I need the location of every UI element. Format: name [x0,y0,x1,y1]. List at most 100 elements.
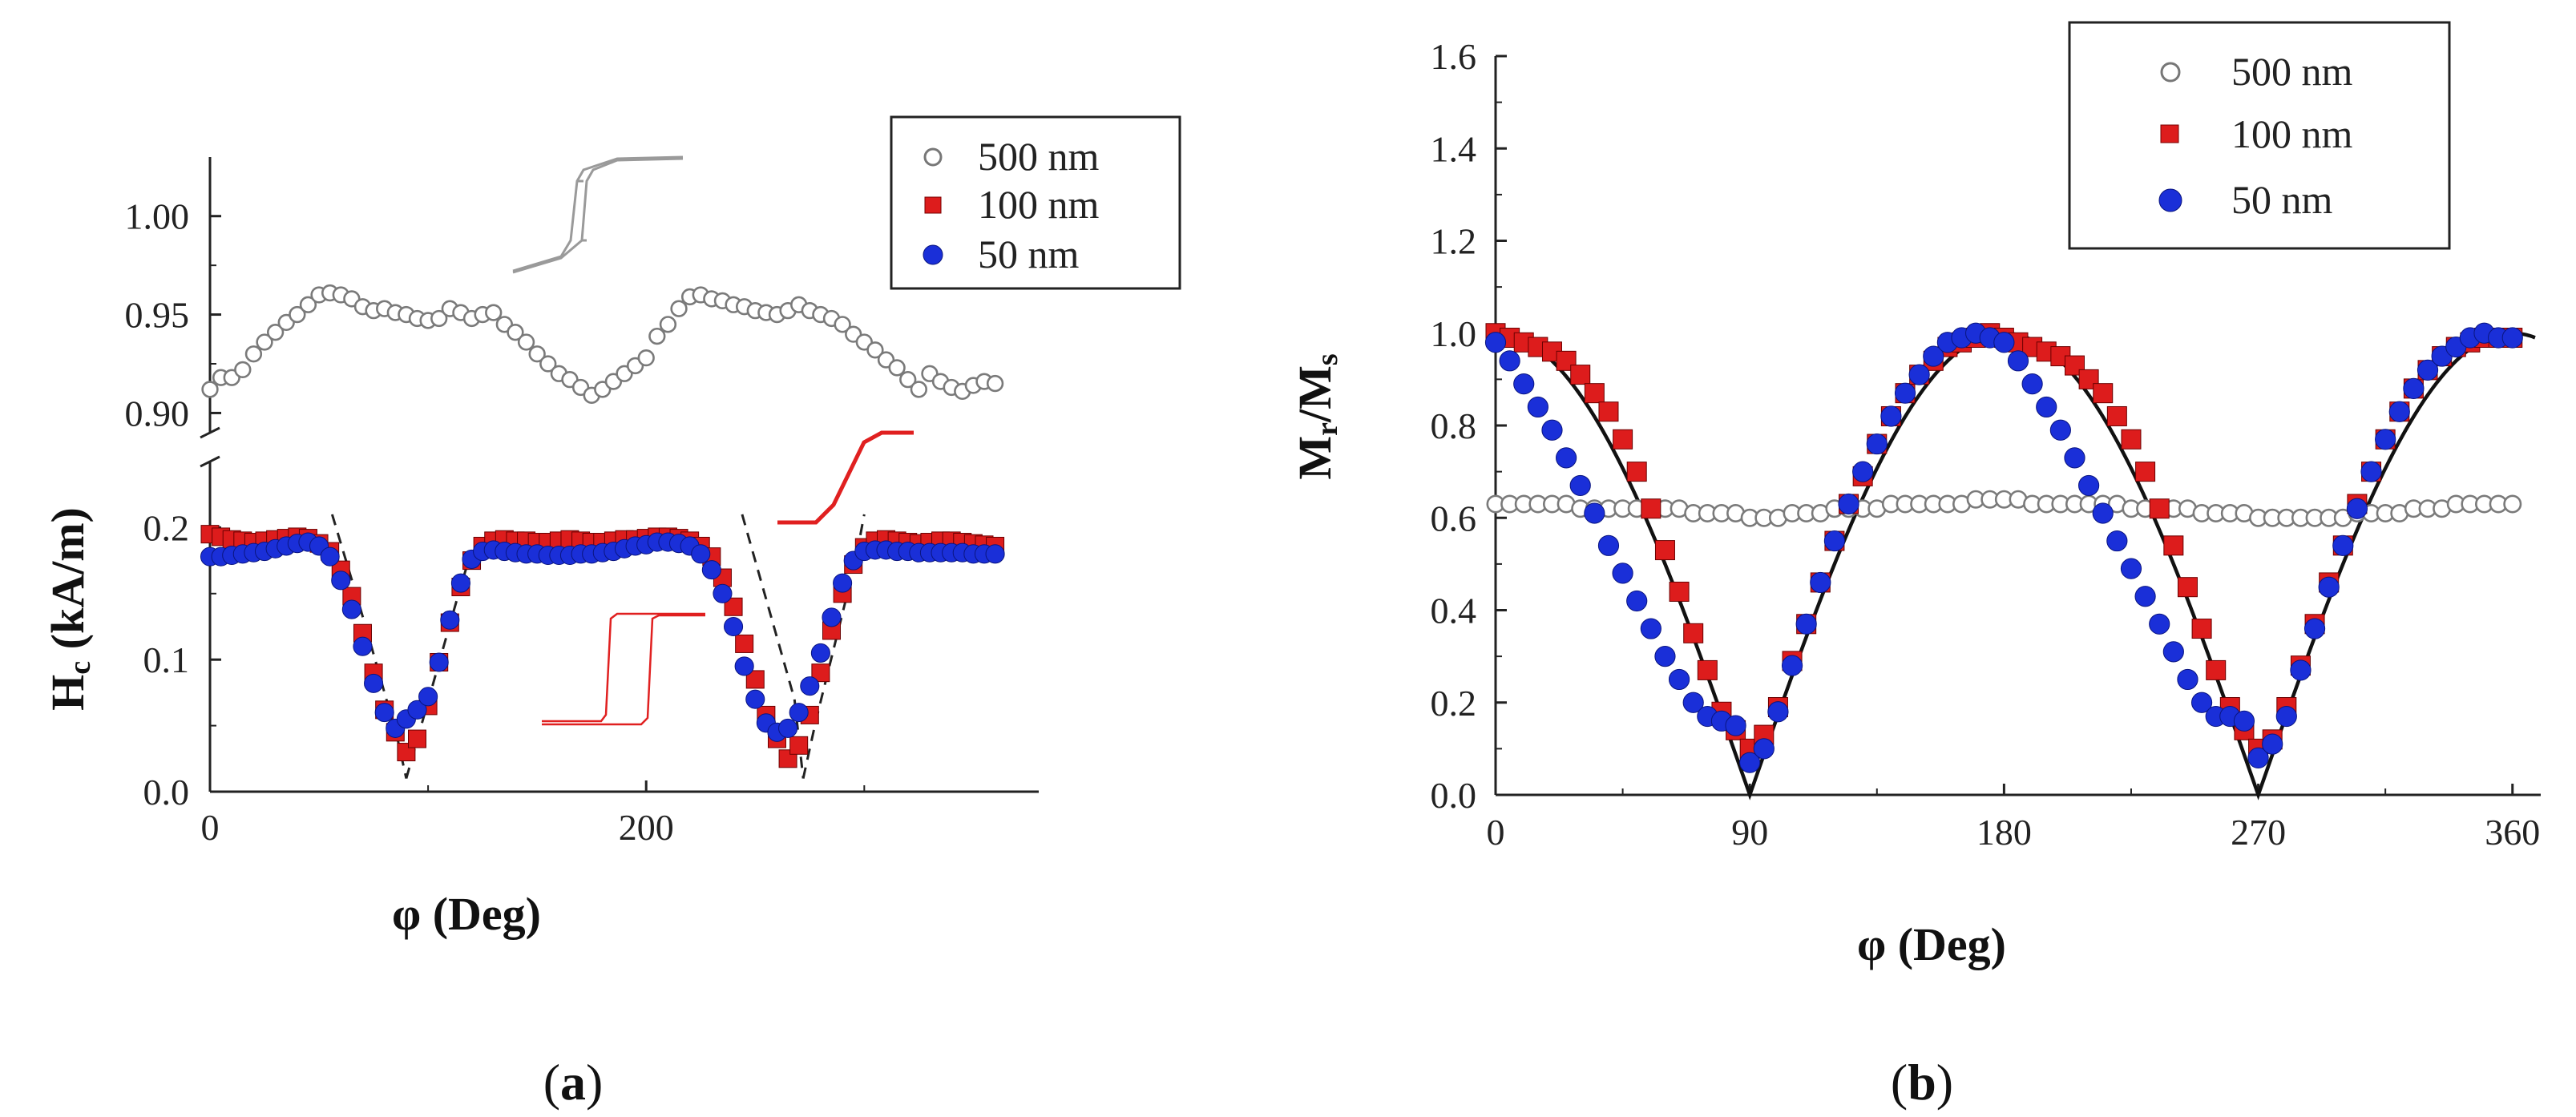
data-point [735,634,754,653]
legend-label-100nm: 100 nm [978,182,1100,227]
data-point [833,573,853,593]
data-point [1612,563,1633,584]
legend-label-500nm: 500 nm [978,134,1100,179]
data-point [1810,571,1831,594]
data-point [745,689,765,709]
data-point [691,544,711,564]
data-point [778,718,798,738]
data-point [1781,655,1803,676]
data-point [407,700,427,720]
data-point [1584,502,1605,524]
data-point [822,607,842,627]
data-point [201,381,219,398]
data-point [2403,377,2425,399]
data-point [1570,365,1591,385]
data-point [364,673,384,693]
data-point [670,300,688,317]
axis-break-mark [200,455,220,468]
panel-b-y-axis-title: Mr/Ms [1289,353,1344,479]
data-point [331,571,351,591]
y-tick-label: 1.0 [1431,313,1477,354]
data-point [418,687,438,707]
data-point [517,333,535,351]
panel-a-y-axis-title: Hc (kA/m) [42,507,97,711]
data-point [1613,429,1633,450]
data-point [2191,619,2212,639]
data-point [1626,462,1647,482]
data-point [2503,494,2522,514]
data-point [1527,396,1548,418]
y-tick-label: 0.1 [143,639,190,680]
data-point [1513,373,1535,395]
data-point [1795,613,1817,635]
panel-b-series [1484,322,2523,773]
data-point [1852,461,1874,482]
data-point [2290,659,2312,681]
data-point [244,345,263,363]
data-point [834,316,851,333]
x-tick-label: 360 [2485,812,2540,853]
legend-marker-100nm [2160,124,2179,143]
data-point [724,616,744,637]
data-point [1556,447,1577,469]
data-point [1725,715,1746,736]
y-tick-label: 0.2 [143,507,190,548]
data-point [701,560,721,580]
y-tick-label: 0.8 [1431,405,1477,446]
inset-hysteresis-loop-500nm [512,155,684,274]
fit-line-segment [741,514,805,779]
data-point [1753,738,1775,760]
data-point [2206,659,2227,680]
data-point [1669,581,1690,602]
series-500-nm [201,284,1004,404]
data-point [1597,534,1620,556]
data-point [1641,498,1661,519]
data-point [2149,613,2170,635]
data-point [2049,419,2071,441]
data-point [2007,350,2029,372]
data-point [430,309,448,328]
data-point [713,583,733,603]
data-point [374,703,394,723]
data-point [2332,534,2354,556]
data-point [1880,405,1902,427]
x-tick-label: 0 [1487,812,1505,853]
data-point [2078,474,2100,497]
data-point [341,599,361,619]
series-50-nm [1484,322,2523,773]
data-point [637,349,655,367]
x-tick-label: 90 [1731,812,1768,853]
y-tick-label: 0.4 [1431,591,1477,631]
data-point [899,371,917,389]
data-point [1584,383,1605,404]
data-point [2275,705,2297,728]
data-point [2064,447,2085,469]
data-point [1866,433,1888,455]
data-point [1923,345,1944,367]
data-point [1767,701,1789,723]
data-point [1894,382,1916,404]
data-point [2120,558,2142,579]
data-point [440,610,460,630]
panel-b-legend: 500 nm 100 nm 50 nm [2068,21,2451,250]
data-point [2303,618,2326,639]
panel-a: 0.90 0.95 1.00 0.0 0.1 0.2 0 200 500 nm 100 nm … [42,115,1181,1111]
data-point [789,703,809,723]
data-point [1541,419,1563,441]
x-tick-label: 180 [1976,812,2032,853]
y-tick-label: 0.95 [125,295,190,336]
legend-marker-50nm [923,244,943,265]
data-point [2036,396,2057,418]
data-point [539,355,557,373]
data-point [1654,646,1676,667]
data-point [353,636,373,656]
data-point [2417,359,2439,381]
data-point [2149,498,2170,519]
data-point [299,296,317,313]
legend-marker-500nm [923,147,943,167]
data-point [256,333,273,351]
y-tick-label: 0.6 [1431,498,1477,538]
legend-marker-100nm [924,196,942,214]
legend-label-50nm: 50 nm [2231,177,2333,222]
